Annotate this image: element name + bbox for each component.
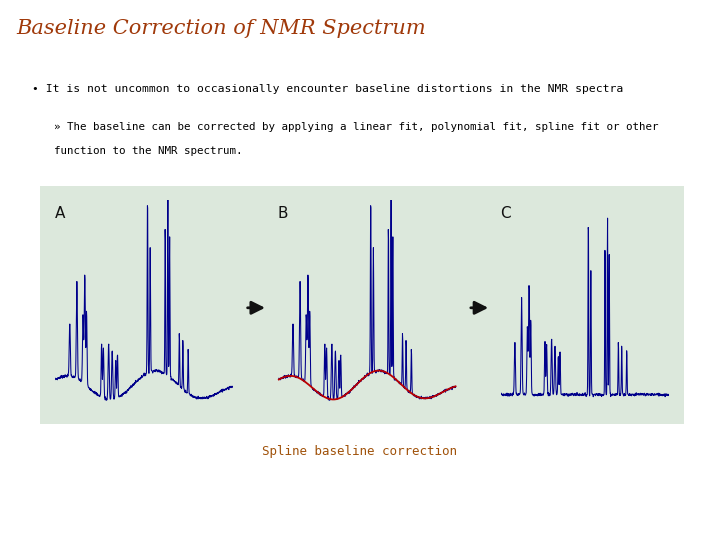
Text: C: C <box>500 206 511 221</box>
Text: B: B <box>278 206 288 221</box>
Text: Spline baseline correction: Spline baseline correction <box>263 446 457 458</box>
Text: • It is not uncommon to occasionally encounter baseline distortions in the NMR s: • It is not uncommon to occasionally enc… <box>32 84 624 94</box>
Text: A: A <box>55 206 65 221</box>
Text: function to the NMR spectrum.: function to the NMR spectrum. <box>54 146 243 156</box>
Text: » The baseline can be corrected by applying a linear fit, polynomial fit, spline: » The baseline can be corrected by apply… <box>54 122 659 132</box>
Bar <box>40 186 684 424</box>
Text: Baseline Correction of NMR Spectrum: Baseline Correction of NMR Spectrum <box>16 19 426 38</box>
